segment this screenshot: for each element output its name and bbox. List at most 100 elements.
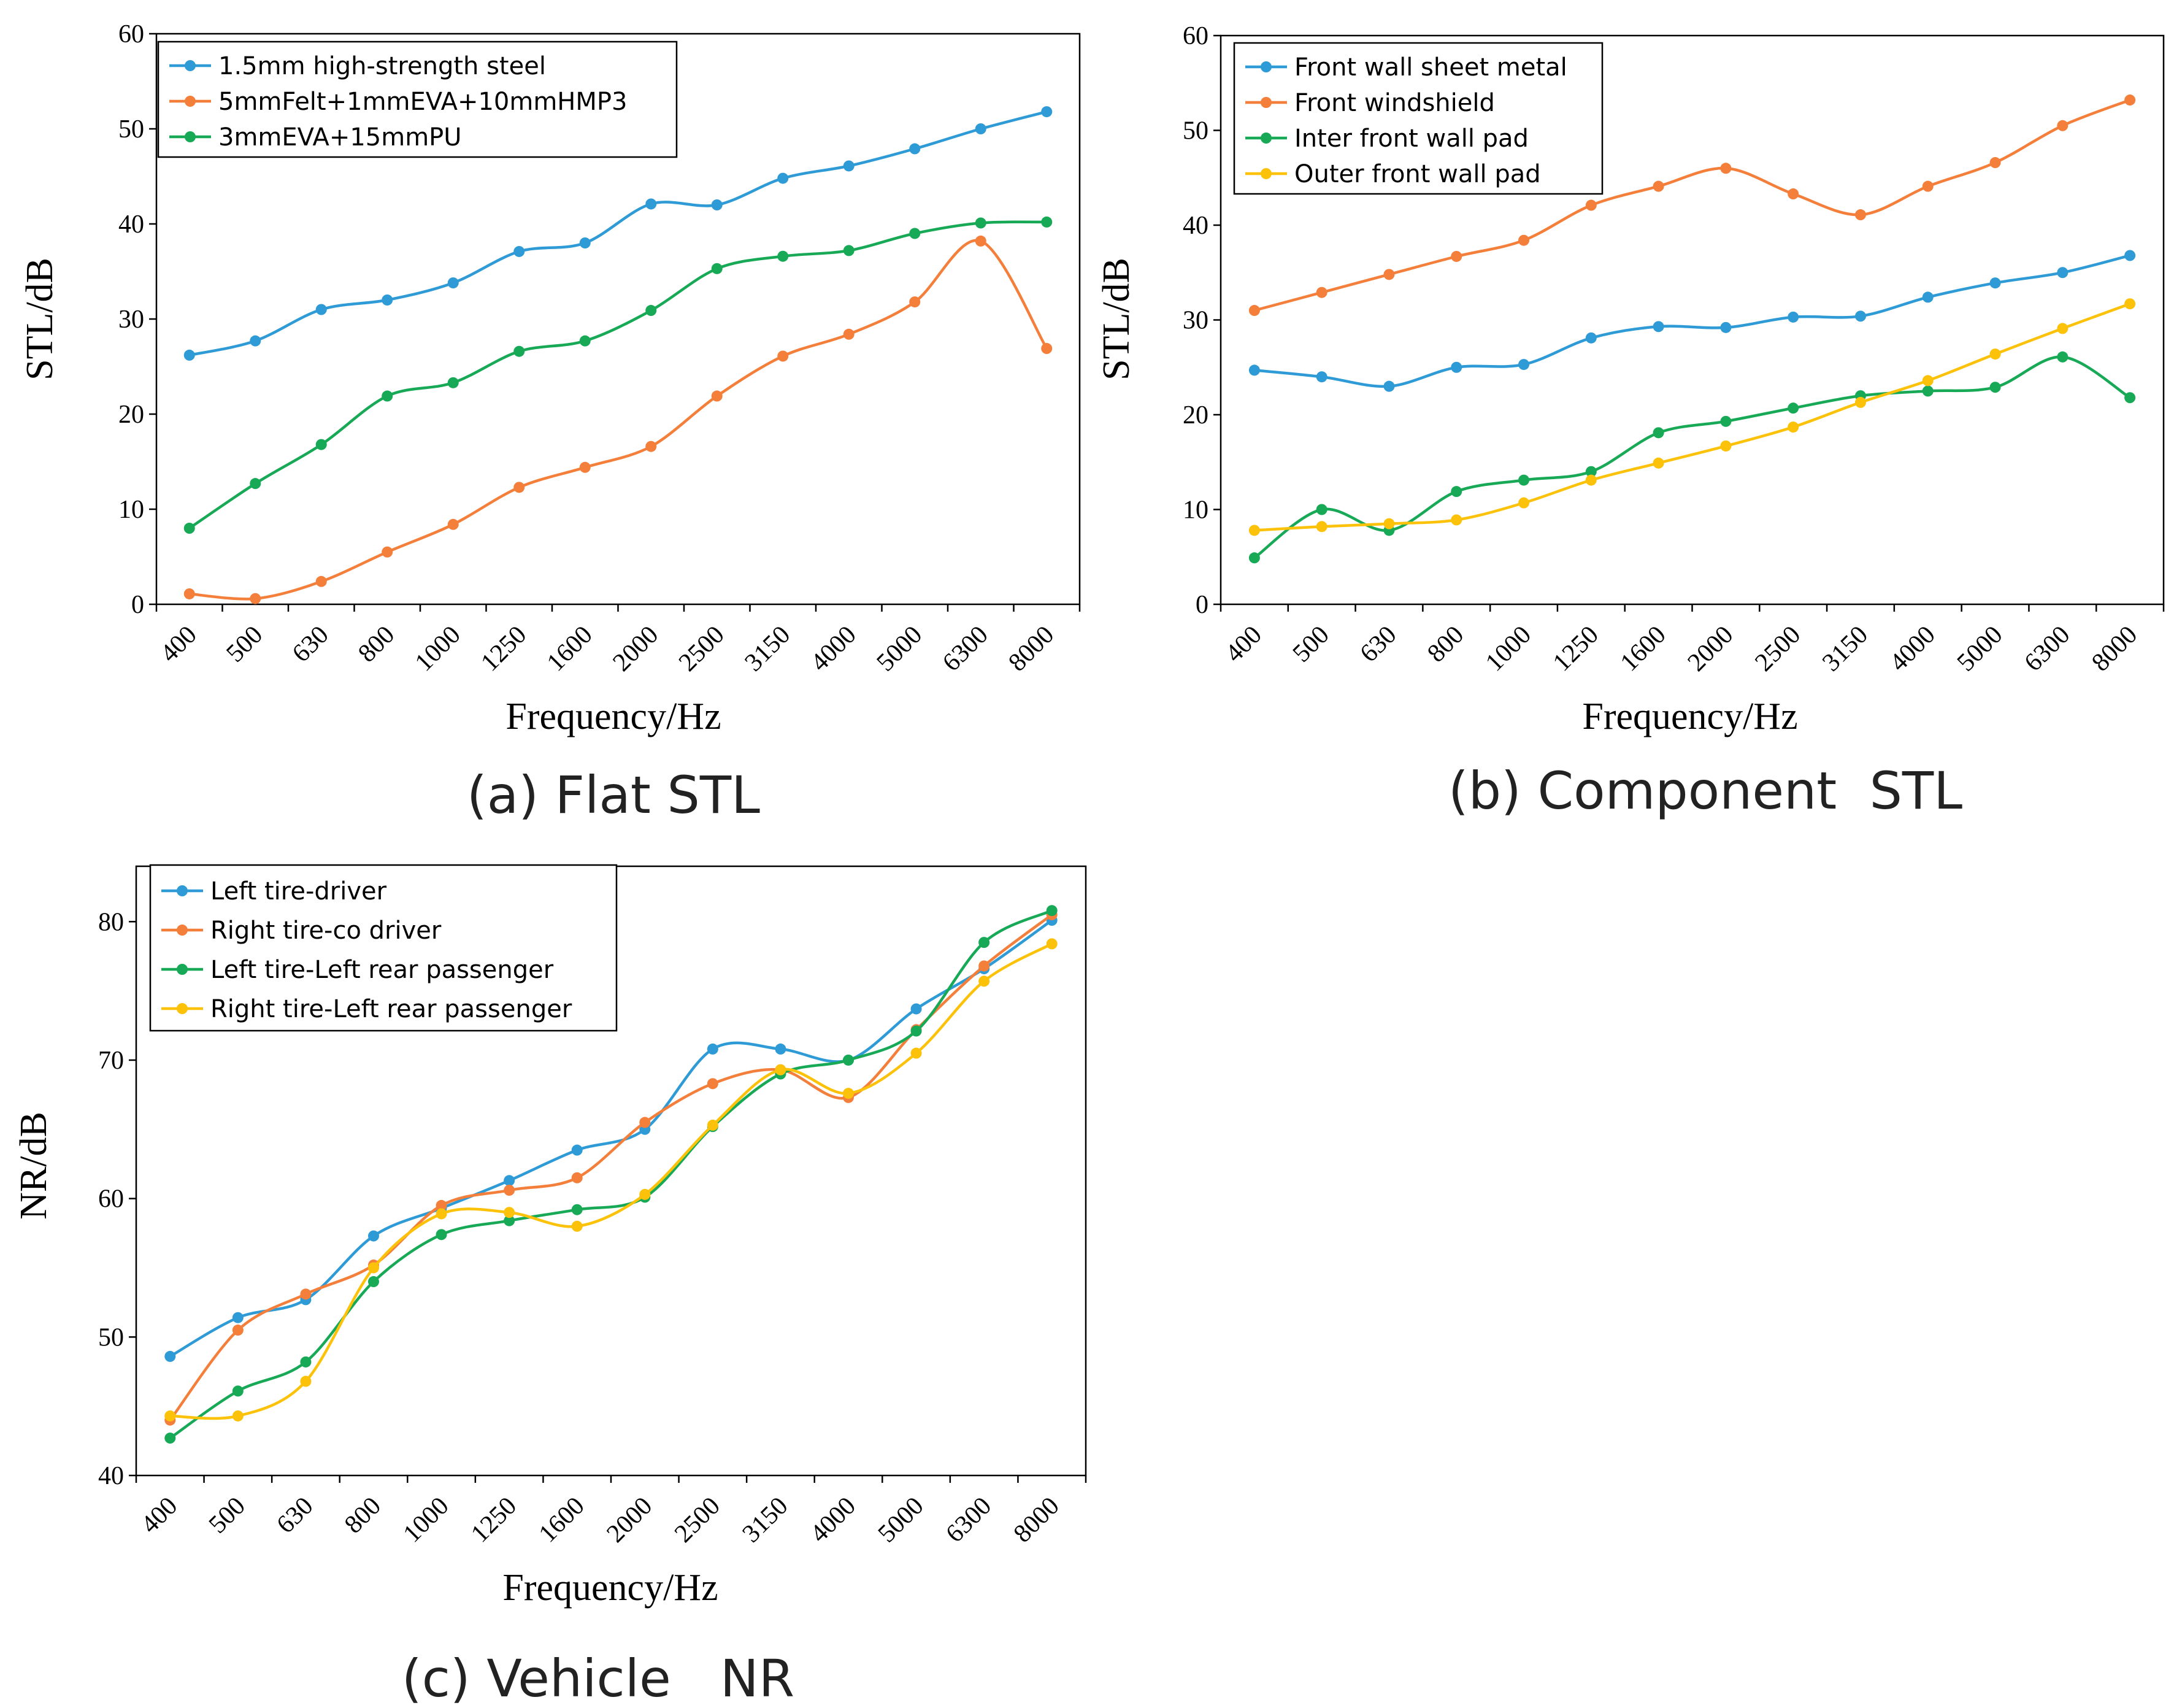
data-point [1990, 382, 2001, 393]
data-point [232, 1325, 244, 1336]
x-tick-label: 8000 [1008, 1492, 1065, 1548]
data-point [707, 1078, 718, 1089]
data-point [1518, 359, 1529, 370]
x-tick-label: 500 [1288, 621, 1335, 668]
x-tick-label: 630 [287, 621, 334, 668]
x-tick-label: 5000 [1952, 621, 2008, 677]
data-point [2057, 323, 2068, 334]
data-point [911, 1003, 922, 1014]
x-tick-label: 5000 [873, 1492, 929, 1548]
legend-label: 3mmEVA+15mmPU [218, 123, 462, 152]
data-point [580, 237, 591, 248]
data-point [1653, 321, 1664, 332]
data-point [707, 1120, 718, 1131]
data-point [2057, 352, 2068, 363]
x-tick-label: 6300 [2019, 621, 2075, 677]
x-tick-label: 2000 [607, 621, 664, 677]
x-tick-label: 2500 [669, 1492, 726, 1548]
legend-swatch-marker [177, 1003, 188, 1014]
legend-label: Left tire-driver [210, 877, 387, 906]
data-point [1047, 938, 1058, 949]
data-point [1041, 217, 1052, 228]
y-tick-label: 50 [98, 1323, 124, 1352]
legend-swatch-marker [1261, 168, 1272, 179]
legend-swatch-marker [177, 925, 188, 936]
data-point [909, 144, 920, 155]
data-point [777, 173, 788, 184]
data-point [184, 523, 195, 534]
data-point [712, 263, 723, 274]
data-point [382, 391, 393, 402]
data-point [1451, 251, 1462, 262]
y-tick-label: 0 [1196, 591, 1208, 619]
x-axis-label: Frequency/Hz [502, 1567, 718, 1609]
legend-swatch-marker [177, 964, 188, 975]
data-point [1249, 305, 1260, 316]
series-line [190, 222, 1047, 528]
y-tick-label: 50 [1183, 117, 1208, 145]
figure: 0102030405060400 500 630 800 1000 1250 1600 200… [0, 0, 2182, 1708]
x-tick-label: 5000 [871, 621, 928, 677]
legend-label: Right tire-co driver [210, 917, 442, 945]
data-point [639, 1117, 650, 1128]
y-axis-label: STL/dB [1096, 258, 1137, 380]
x-axis-label: Frequency/Hz [505, 696, 721, 737]
data-point [1788, 402, 1799, 414]
data-point [777, 350, 788, 361]
y-tick-label: 40 [118, 210, 144, 239]
data-point [909, 228, 920, 239]
x-tick-label: 800 [353, 621, 400, 668]
data-point [843, 245, 855, 256]
x-tick-label: 1000 [398, 1492, 455, 1548]
data-point [975, 123, 986, 134]
data-point [316, 439, 327, 450]
data-point [1923, 181, 1934, 192]
data-point [300, 1288, 311, 1299]
x-tick-label: 2000 [1683, 621, 1739, 677]
data-point [1653, 458, 1664, 469]
data-point [513, 346, 524, 357]
legend-label: Inter front wall pad [1294, 125, 1529, 153]
data-point [2124, 392, 2135, 403]
data-point [1518, 235, 1529, 246]
data-point [645, 198, 656, 209]
data-point [2124, 298, 2135, 309]
data-point [448, 519, 459, 530]
x-tick-label: 6300 [940, 1492, 997, 1548]
data-point [232, 1312, 244, 1323]
x-tick-label: 800 [339, 1492, 386, 1539]
data-point [300, 1356, 311, 1368]
legend-swatch-marker [185, 96, 196, 107]
x-tick-label: 3150 [1817, 621, 1873, 677]
y-axis-label: STL/dB [19, 258, 61, 380]
legend-label: Left tire-Left rear passenger [210, 956, 554, 984]
data-point [1720, 440, 1731, 452]
data-point [1047, 905, 1058, 916]
data-point [843, 160, 855, 171]
panel-caption: (c) Vehicle NR [402, 1648, 794, 1708]
data-point [1316, 521, 1327, 532]
panel-caption: (b) Component STL [1448, 761, 1962, 821]
y-tick-label: 50 [118, 115, 144, 144]
y-axis-label: NR/dB [13, 1112, 55, 1220]
data-point [513, 482, 524, 493]
data-point [975, 217, 986, 228]
x-tick-label: 1250 [475, 621, 532, 677]
data-point [250, 593, 261, 604]
data-point [1923, 291, 1934, 302]
data-point [1855, 310, 1866, 321]
data-point [368, 1231, 379, 1242]
data-point [382, 294, 393, 306]
data-point [978, 937, 989, 948]
legend-label: Outer front wall pad [1294, 160, 1541, 188]
data-point [1383, 269, 1394, 280]
chart-a: 0 10 20 30 40 50 60 400 500 630 800 1000 1250 1600 200… [19, 20, 1080, 825]
data-point [1788, 188, 1799, 199]
data-point [775, 1044, 786, 1055]
data-point [2124, 94, 2135, 106]
data-point [316, 304, 327, 315]
x-tick-label: 2000 [601, 1492, 658, 1548]
data-point [436, 1229, 447, 1240]
data-point [1383, 381, 1394, 392]
x-tick-label: 1600 [534, 1492, 590, 1548]
